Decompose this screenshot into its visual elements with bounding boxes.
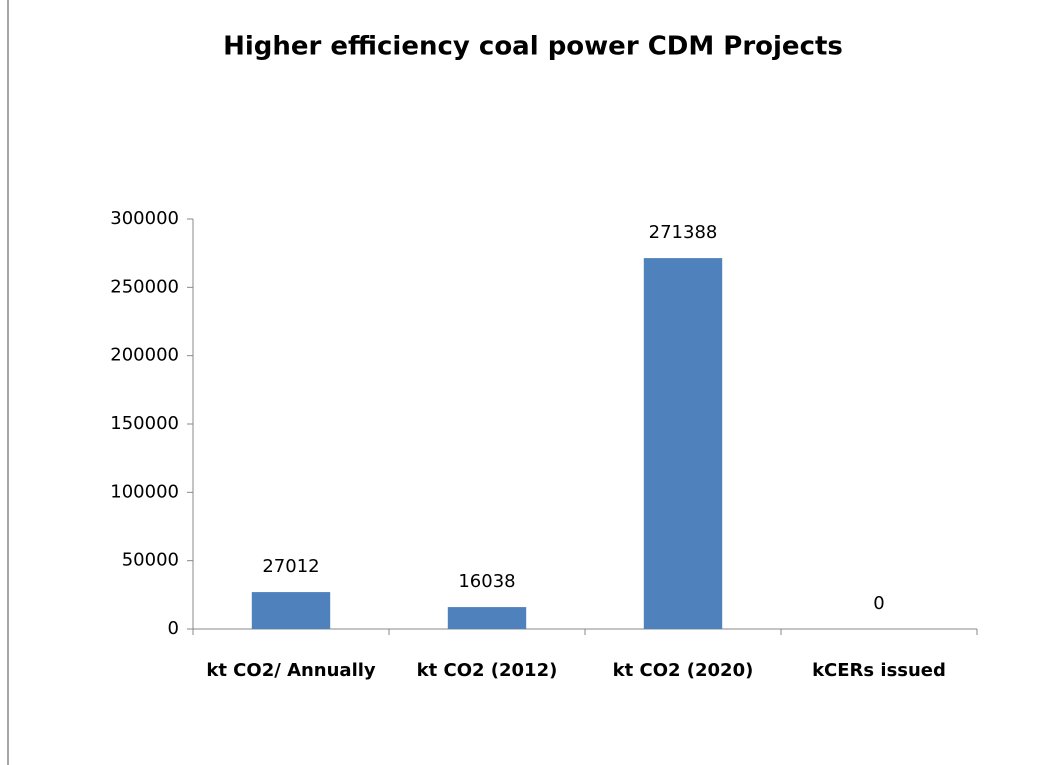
y-tick-label: 200000 [110, 345, 179, 366]
x-tick-label: kt CO2 (2020) [613, 660, 754, 681]
y-tick-label: 250000 [110, 276, 179, 297]
y-tick-label: 0 [168, 618, 179, 639]
data-label: 0 [873, 593, 884, 614]
x-tick-label: kt CO2/ Annually [206, 660, 376, 681]
bar [643, 258, 723, 629]
bar [447, 607, 527, 629]
chart-frame [7, 0, 9, 765]
data-label: 27012 [262, 556, 319, 577]
y-tick-label: 50000 [122, 550, 179, 571]
y-tick-label: 150000 [110, 413, 179, 434]
x-tick-label: kCERs issued [812, 660, 946, 681]
x-tick-label: kt CO2 (2012) [417, 660, 558, 681]
y-tick-label: 300000 [110, 208, 179, 229]
data-label: 16038 [458, 571, 515, 592]
data-label: 271388 [649, 222, 718, 243]
bar [251, 592, 331, 629]
y-tick-label: 100000 [110, 481, 179, 502]
chart-title: Higher efficiency coal power CDM Project… [223, 32, 843, 62]
